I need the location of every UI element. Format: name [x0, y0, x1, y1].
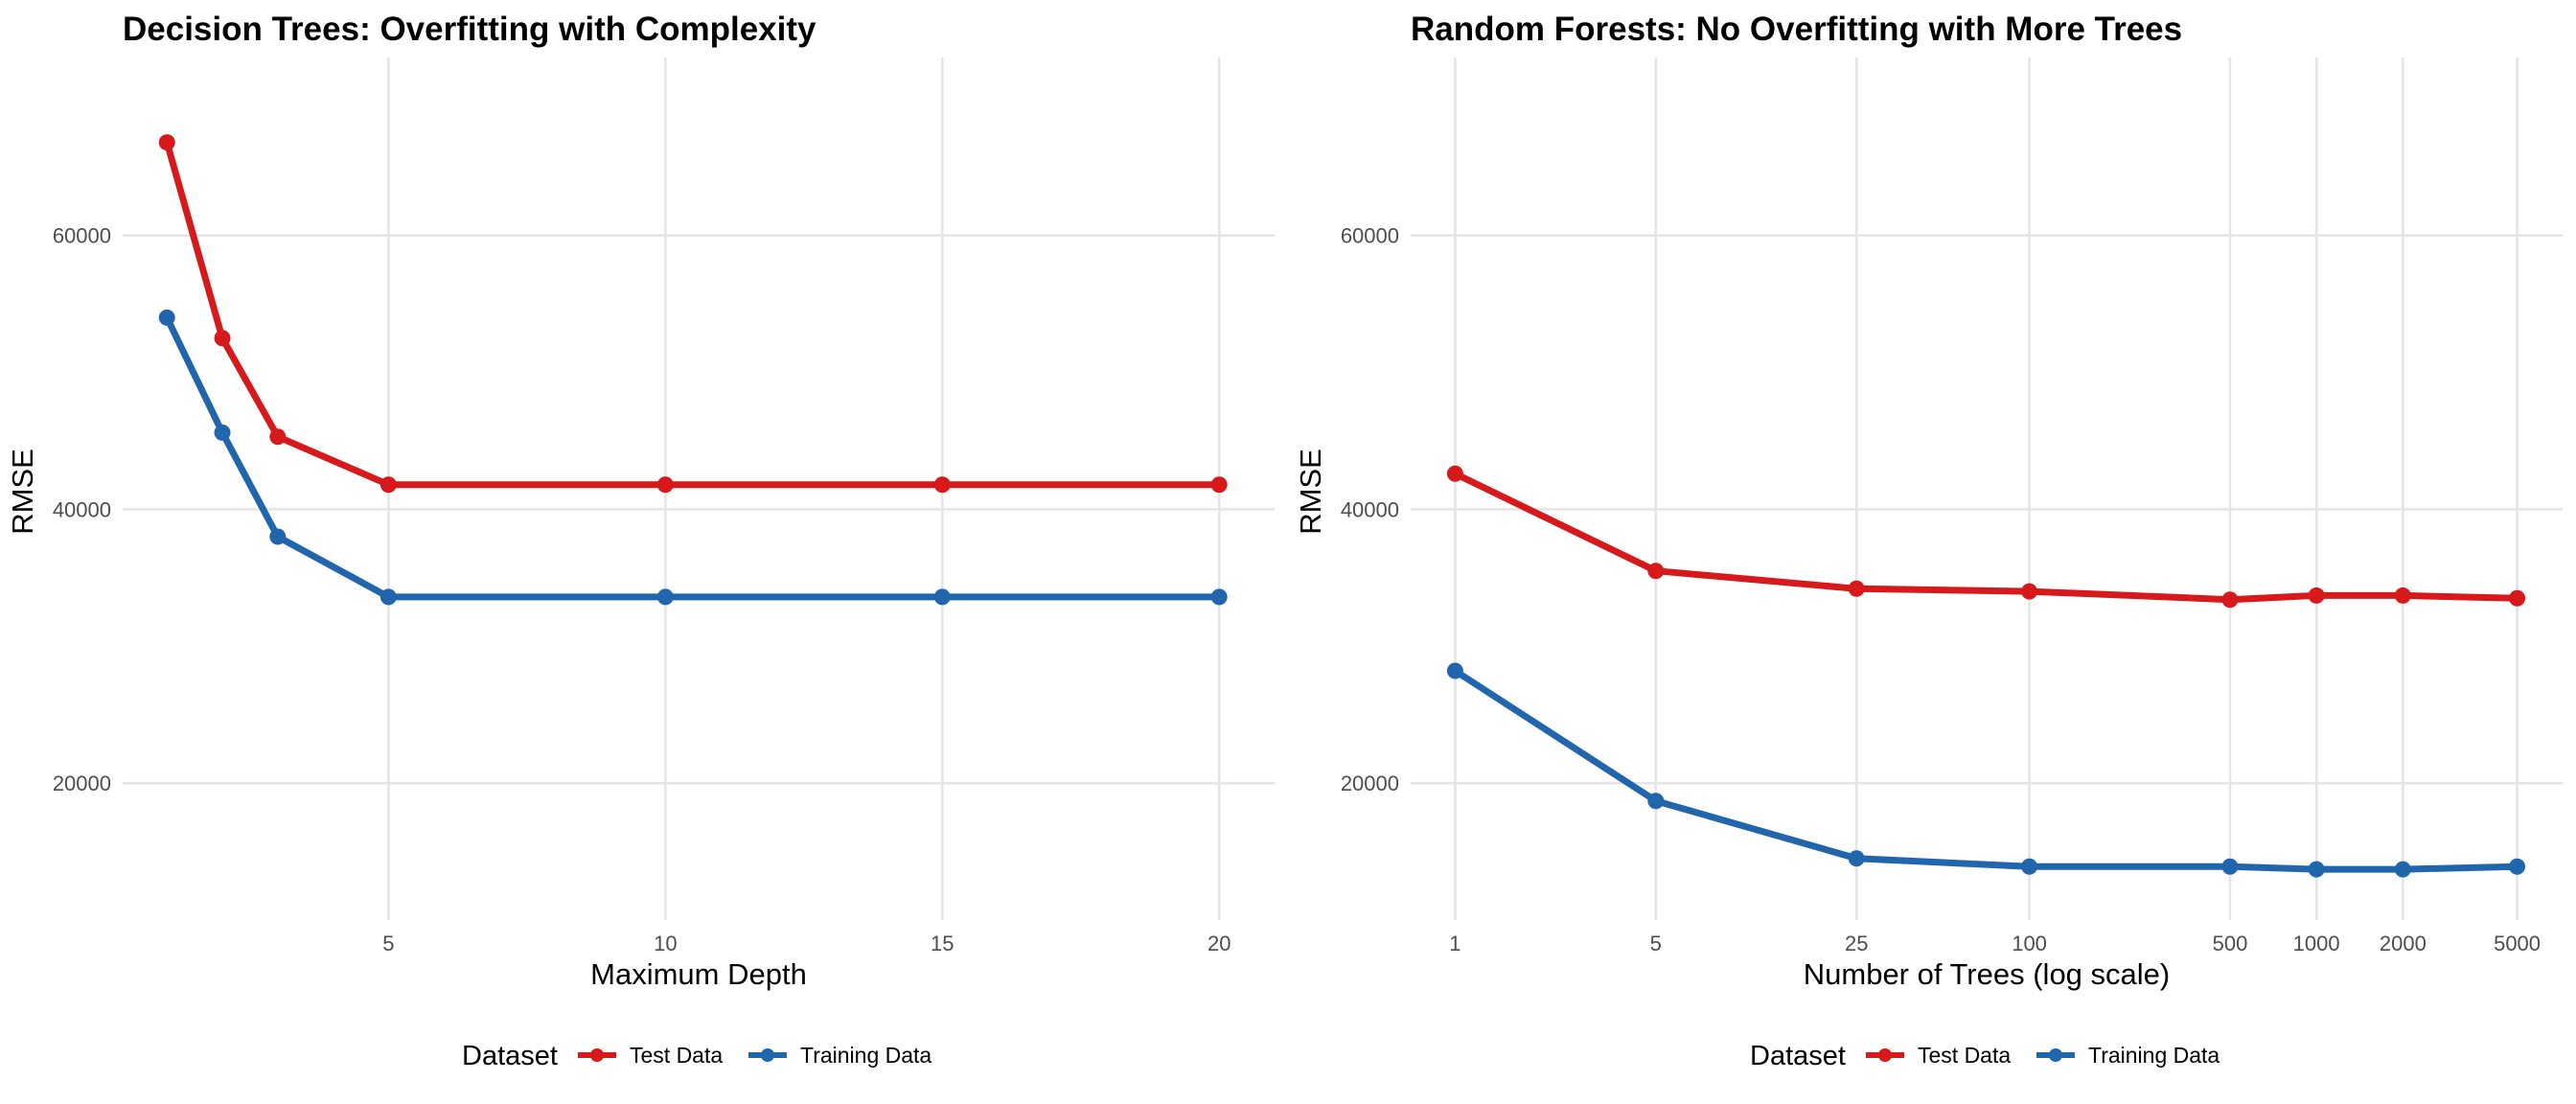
data-point-training-data — [269, 528, 287, 545]
data-point-test-data — [1210, 476, 1228, 494]
y-tick-label: 40000 — [1341, 497, 1399, 521]
data-point-training-data — [380, 588, 397, 606]
data-point-training-data — [2308, 861, 2325, 878]
data-point-training-data — [2509, 858, 2526, 875]
x-tick-label: 1 — [1449, 932, 1460, 955]
x-axis-title: Maximum Depth — [590, 957, 807, 991]
x-tick-label: 100 — [2012, 932, 2047, 955]
data-point-training-data — [2021, 858, 2038, 875]
x-tick-label: 25 — [1845, 932, 1868, 955]
y-tick-label: 60000 — [53, 224, 111, 248]
y-tick-labels: 20000 40000 60000 — [1341, 224, 1399, 795]
legend-label: Training Data — [2088, 1043, 2220, 1068]
legend-label: Test Data — [1918, 1043, 2011, 1068]
legend-item-test-data: Test Data — [1866, 1043, 2011, 1068]
legend-title: Dataset — [462, 1041, 558, 1071]
legend-label: Test Data — [630, 1043, 723, 1068]
legend-key-point — [1878, 1048, 1892, 1062]
data-point-test-data — [1647, 563, 1665, 580]
data-point-test-data — [380, 476, 397, 494]
plot-grid — [123, 58, 1275, 920]
data-point-training-data — [214, 424, 231, 441]
x-axis-title: Number of Trees (log scale) — [1804, 957, 2170, 991]
data-point-training-data — [1848, 850, 1865, 867]
panel-decision-trees: Decision Trees: Overfitting with Complex… — [6, 11, 1275, 1071]
data-point-training-data — [1647, 793, 1665, 810]
panel-random-forests: Random Forests: No Overfitting with More… — [1294, 11, 2563, 1071]
y-tick-label: 60000 — [1341, 224, 1399, 248]
data-point-training-data — [158, 309, 175, 326]
plot-series — [1446, 465, 2526, 878]
data-point-training-data — [2221, 858, 2239, 875]
x-tick-label: 500 — [2213, 932, 2248, 955]
data-point-test-data — [2308, 586, 2325, 604]
legend-key-point — [2049, 1048, 2062, 1062]
data-point-training-data — [1446, 662, 1463, 679]
data-point-test-data — [1848, 580, 1865, 597]
x-tick-label: 20 — [1208, 932, 1230, 955]
legend-item-training-data: Training Data — [748, 1043, 932, 1068]
data-point-test-data — [269, 428, 287, 446]
x-tick-labels: 1 5 25 100 500 1000 2000 5000 — [1449, 932, 2541, 955]
plot-grid — [1411, 58, 2563, 920]
y-tick-label: 40000 — [53, 497, 111, 521]
y-tick-label: 20000 — [53, 771, 111, 795]
legend-label: Training Data — [800, 1043, 932, 1068]
x-tick-label: 10 — [654, 932, 677, 955]
x-tick-label: 5 — [382, 932, 394, 955]
y-tick-labels: 20000 40000 60000 — [53, 224, 111, 795]
plot-series — [158, 134, 1228, 606]
y-axis-title: RMSE — [1294, 448, 1327, 535]
data-point-test-data — [2221, 591, 2239, 609]
data-point-test-data — [158, 134, 175, 151]
y-axis-title: RMSE — [6, 448, 39, 535]
data-point-test-data — [656, 476, 674, 494]
legend-item-test-data: Test Data — [578, 1043, 723, 1068]
legend-item-training-data: Training Data — [2036, 1043, 2220, 1068]
data-point-training-data — [656, 588, 674, 606]
legend-title: Dataset — [1750, 1041, 1846, 1071]
panel-title: Random Forests: No Overfitting with More… — [1411, 11, 2182, 48]
x-tick-label: 15 — [931, 932, 954, 955]
data-point-training-data — [2394, 861, 2411, 878]
x-tick-label: 2000 — [2380, 932, 2426, 955]
x-tick-label: 5000 — [2494, 932, 2541, 955]
data-point-training-data — [933, 588, 951, 606]
data-point-test-data — [933, 476, 951, 494]
y-tick-label: 20000 — [1341, 771, 1399, 795]
data-point-test-data — [214, 330, 231, 347]
x-tick-label: 5 — [1650, 932, 1662, 955]
legend: Dataset Test Data Training Data — [462, 1041, 932, 1071]
data-point-test-data — [2509, 589, 2526, 607]
x-tick-label: 1000 — [2293, 932, 2340, 955]
data-point-training-data — [1210, 588, 1228, 606]
panel-title: Decision Trees: Overfitting with Complex… — [123, 11, 816, 48]
series-line-test-data — [163, 139, 1223, 489]
legend: Dataset Test Data Training Data — [1750, 1041, 2220, 1071]
series-line-test-data — [1451, 470, 2521, 604]
data-point-test-data — [2021, 583, 2038, 600]
series-line-training-data — [1451, 667, 2521, 873]
data-point-test-data — [2394, 586, 2411, 604]
legend-key-point — [590, 1048, 604, 1062]
legend-key-point — [761, 1048, 774, 1062]
data-point-test-data — [1446, 465, 1463, 482]
x-tick-labels: 5 10 15 20 — [382, 932, 1230, 955]
